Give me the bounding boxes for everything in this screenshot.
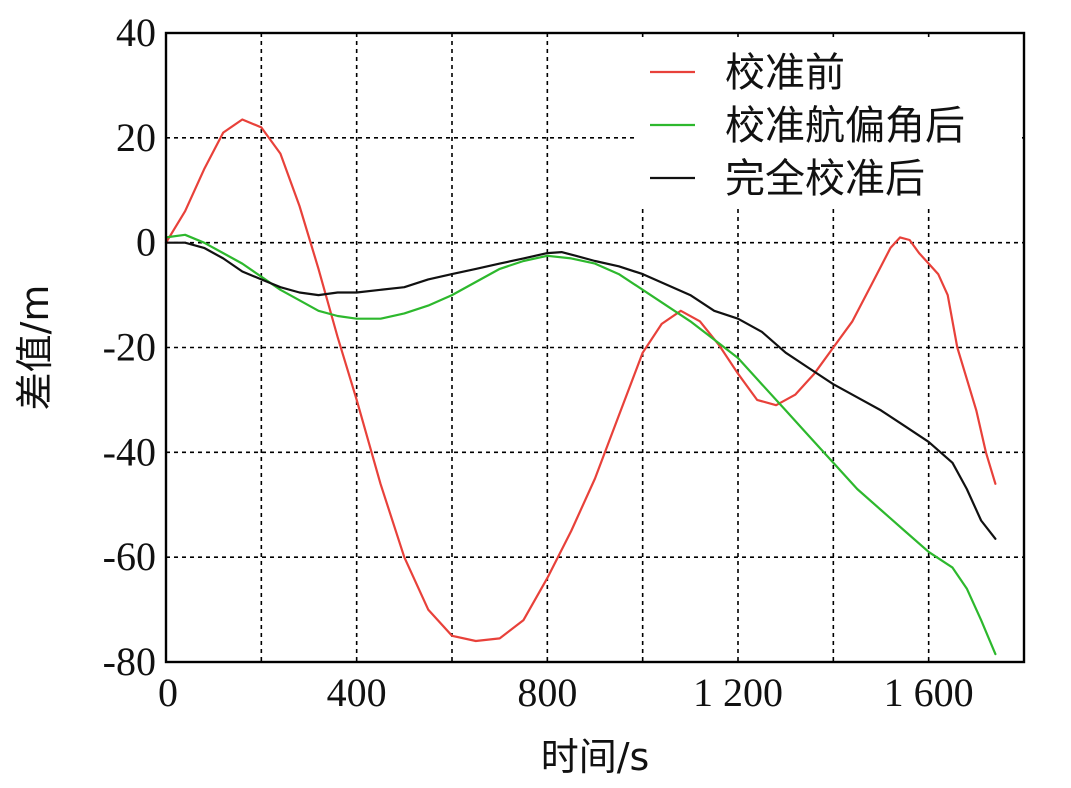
- x-tick-label: 1 600: [884, 670, 974, 715]
- legend-label: 校准前: [725, 50, 845, 96]
- series-line-3: [164, 241, 997, 540]
- x-axis-label: 时间/s: [541, 735, 650, 779]
- series-line-2: [164, 233, 997, 656]
- y-axis-label: 差值/m: [13, 285, 57, 411]
- y-tick-label: -20: [103, 325, 156, 370]
- x-tick-label: 0: [158, 670, 178, 715]
- y-tick-label: 40: [116, 10, 156, 55]
- y-tick-label: -60: [103, 534, 156, 579]
- y-tick-label: -40: [103, 429, 156, 474]
- plot-frame: [164, 31, 1026, 664]
- y-tick-label: 0: [136, 220, 156, 265]
- legend-label: 完全校准后: [725, 156, 925, 202]
- y-tick-label: -80: [103, 639, 156, 684]
- series-line-1: [164, 118, 997, 643]
- legend-label: 校准航偏角后: [725, 103, 965, 149]
- y-tick-label: 20: [116, 115, 156, 160]
- x-tick-label: 1 200: [693, 670, 783, 715]
- series-lines: [164, 118, 997, 656]
- x-tick-label: 800: [517, 670, 577, 715]
- x-tick-label: 400: [327, 670, 387, 715]
- legend-background: [636, 40, 1021, 205]
